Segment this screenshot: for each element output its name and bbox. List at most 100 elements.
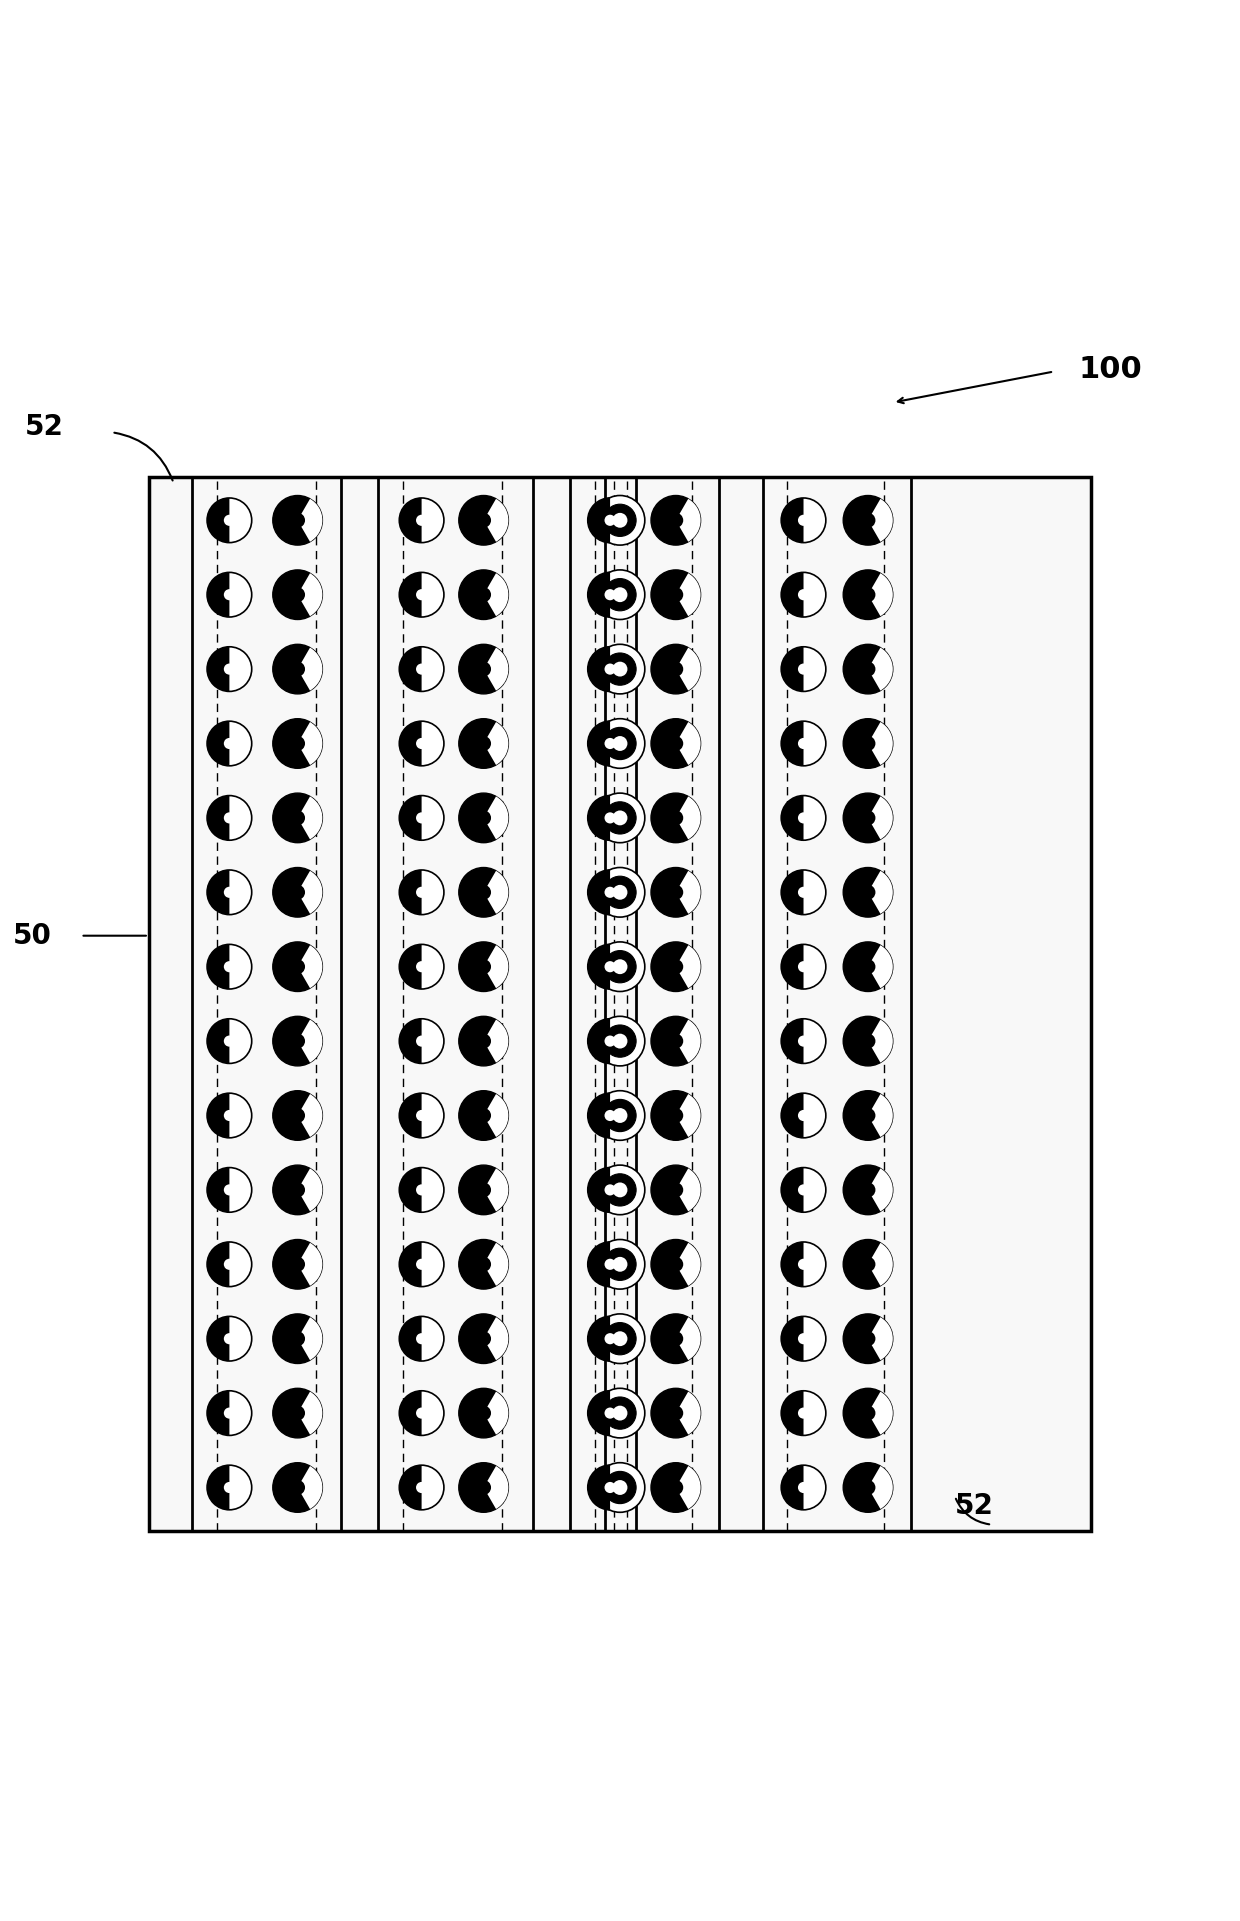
Circle shape (861, 1108, 875, 1124)
Circle shape (207, 647, 252, 692)
Circle shape (843, 1239, 893, 1289)
Circle shape (799, 1481, 808, 1493)
Circle shape (223, 1258, 236, 1270)
Circle shape (459, 644, 508, 693)
Wedge shape (868, 647, 893, 690)
Circle shape (290, 1256, 305, 1272)
Circle shape (459, 1389, 508, 1439)
Circle shape (223, 663, 236, 674)
Circle shape (604, 951, 636, 984)
Circle shape (290, 811, 305, 826)
Circle shape (459, 868, 508, 916)
Wedge shape (399, 870, 422, 914)
Wedge shape (484, 870, 508, 914)
Circle shape (781, 1168, 826, 1212)
Circle shape (459, 1016, 508, 1066)
Circle shape (588, 720, 632, 766)
Circle shape (476, 811, 491, 826)
Bar (149, 476, 1091, 1531)
Wedge shape (484, 797, 508, 839)
Circle shape (399, 870, 444, 914)
Circle shape (861, 1406, 875, 1420)
Circle shape (799, 738, 808, 749)
Circle shape (417, 590, 427, 599)
Circle shape (604, 1397, 636, 1429)
Wedge shape (484, 1168, 508, 1212)
Circle shape (273, 644, 322, 693)
Circle shape (417, 888, 427, 897)
Circle shape (223, 1110, 236, 1122)
Circle shape (207, 1391, 252, 1435)
Circle shape (595, 1462, 645, 1512)
Circle shape (588, 870, 632, 914)
Circle shape (273, 1314, 322, 1364)
Circle shape (651, 1389, 701, 1439)
Wedge shape (676, 870, 701, 914)
Wedge shape (588, 1018, 610, 1064)
Circle shape (273, 1016, 322, 1066)
Wedge shape (207, 1391, 229, 1435)
Circle shape (290, 1183, 305, 1197)
Wedge shape (868, 1391, 893, 1435)
Wedge shape (399, 1391, 422, 1435)
Circle shape (799, 515, 808, 526)
Wedge shape (298, 1466, 322, 1510)
Circle shape (604, 876, 636, 909)
Wedge shape (781, 647, 804, 692)
Text: 50: 50 (12, 922, 51, 949)
Circle shape (613, 513, 627, 528)
Circle shape (417, 1481, 427, 1493)
Circle shape (223, 1333, 236, 1345)
Circle shape (588, 1243, 632, 1287)
Circle shape (843, 1091, 893, 1141)
Wedge shape (399, 1316, 422, 1360)
Circle shape (861, 588, 875, 601)
Wedge shape (868, 1020, 893, 1062)
Circle shape (651, 941, 701, 991)
Circle shape (605, 888, 616, 897)
Circle shape (207, 795, 252, 839)
Circle shape (290, 1033, 305, 1049)
Circle shape (781, 945, 826, 989)
Circle shape (595, 793, 645, 843)
Wedge shape (781, 1018, 804, 1064)
Circle shape (476, 1406, 491, 1420)
Wedge shape (781, 870, 804, 914)
Wedge shape (484, 945, 508, 987)
Circle shape (588, 1018, 632, 1064)
Wedge shape (399, 1466, 422, 1510)
Wedge shape (781, 720, 804, 766)
Circle shape (207, 1466, 252, 1510)
Circle shape (273, 1166, 322, 1214)
Circle shape (651, 868, 701, 916)
Circle shape (417, 1035, 427, 1047)
Wedge shape (207, 1093, 229, 1137)
Wedge shape (588, 647, 610, 692)
Wedge shape (781, 1168, 804, 1212)
Circle shape (223, 590, 236, 599)
Circle shape (595, 1091, 645, 1141)
Circle shape (290, 886, 305, 899)
Circle shape (459, 496, 508, 546)
Circle shape (843, 718, 893, 768)
Wedge shape (781, 1466, 804, 1510)
Circle shape (651, 644, 701, 693)
Circle shape (613, 1108, 627, 1124)
Circle shape (290, 1406, 305, 1420)
Circle shape (843, 1462, 893, 1512)
Circle shape (459, 941, 508, 991)
Wedge shape (781, 1093, 804, 1137)
Circle shape (781, 795, 826, 839)
Circle shape (223, 1035, 236, 1047)
Wedge shape (298, 1391, 322, 1435)
Circle shape (207, 1243, 252, 1287)
Circle shape (843, 793, 893, 843)
Circle shape (417, 1258, 427, 1270)
Circle shape (651, 1166, 701, 1214)
Circle shape (207, 945, 252, 989)
Wedge shape (676, 499, 701, 542)
Circle shape (799, 1333, 808, 1345)
Circle shape (605, 1408, 616, 1420)
Circle shape (843, 868, 893, 916)
Circle shape (588, 795, 632, 839)
